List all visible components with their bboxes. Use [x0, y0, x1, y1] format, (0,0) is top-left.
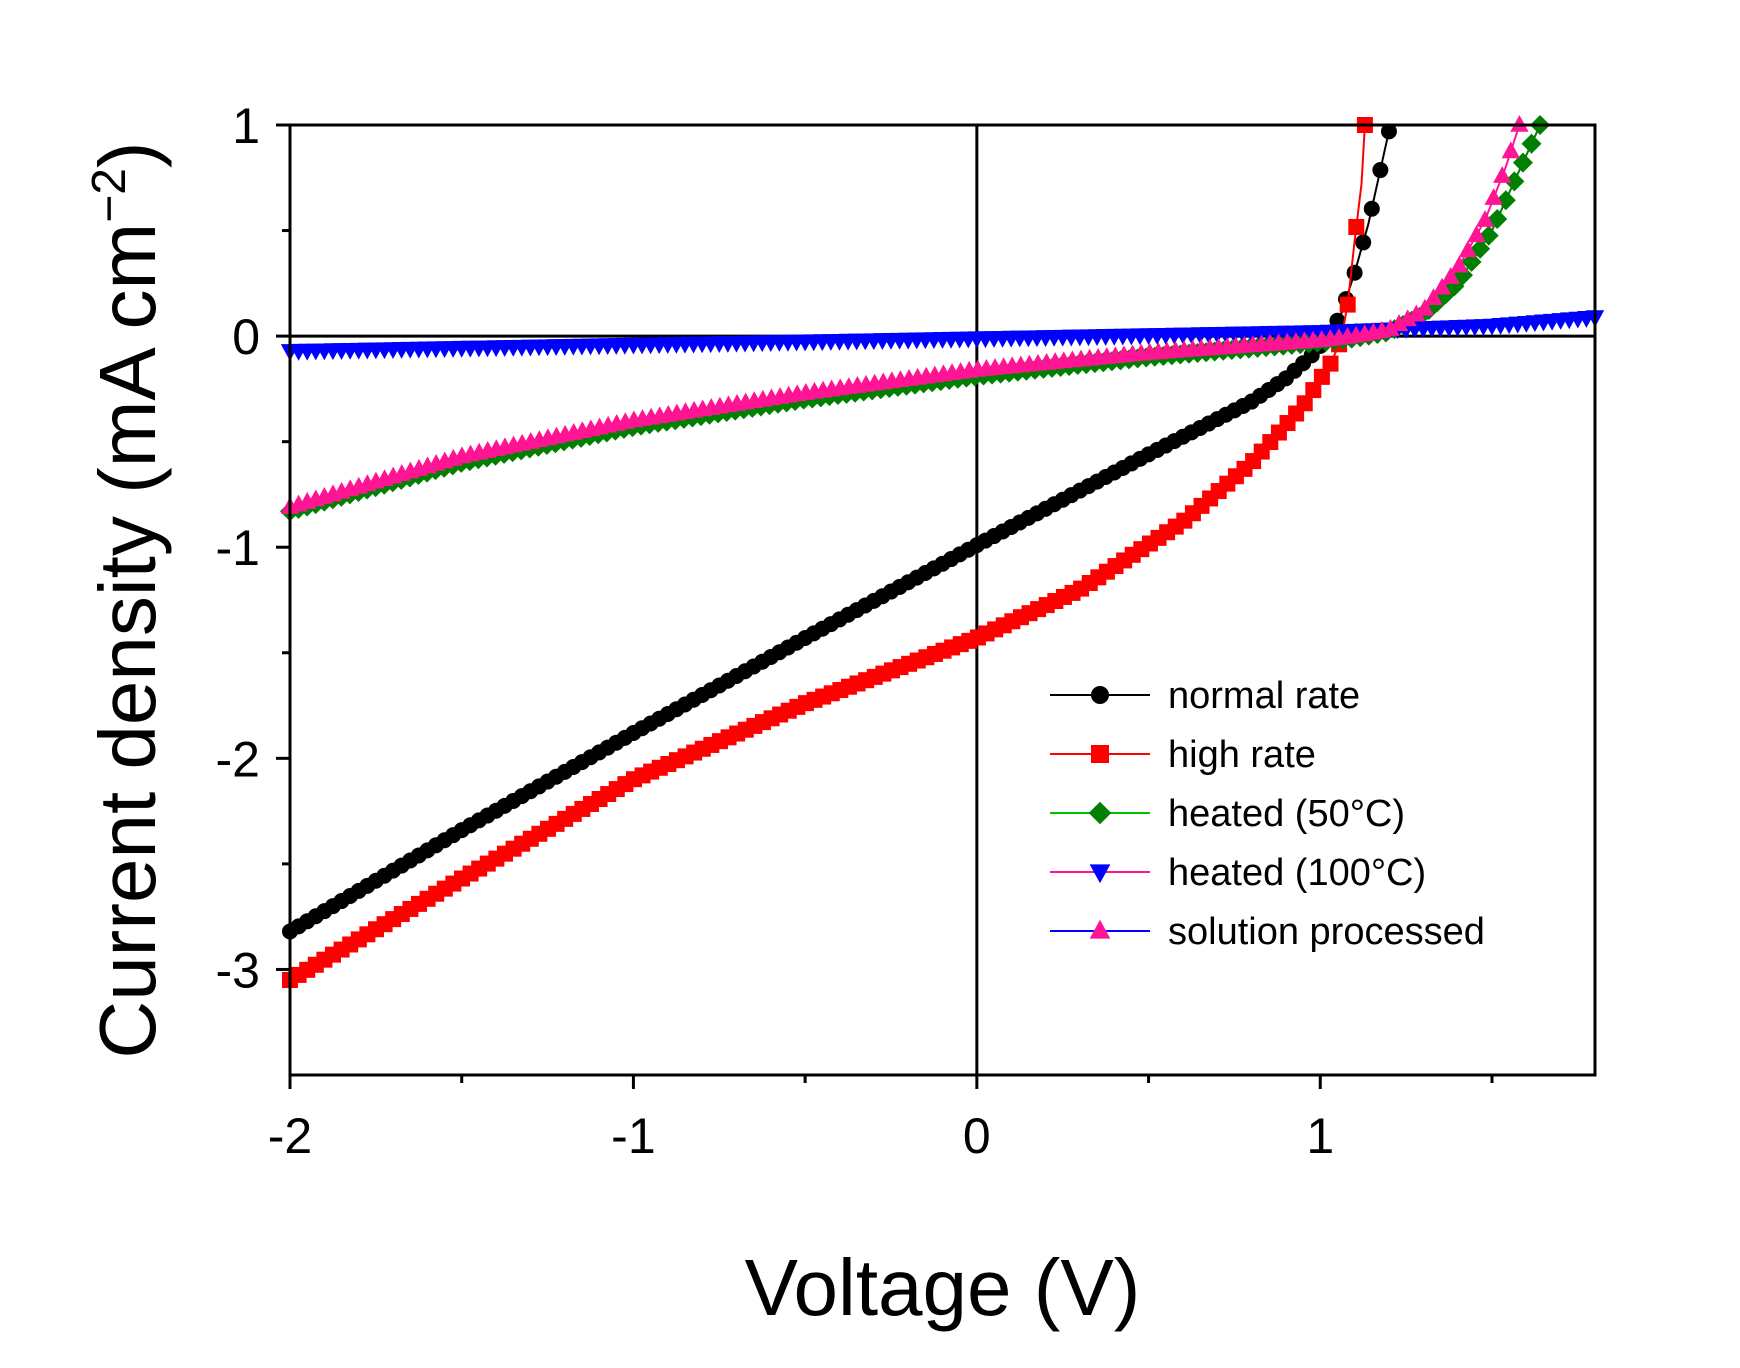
- y-tick-label: -3: [216, 942, 260, 998]
- legend-marker: [1091, 745, 1109, 763]
- legend-label: heated (50°C): [1168, 793, 1405, 835]
- series-1: [282, 117, 1373, 988]
- data-point: [1398, 309, 1417, 327]
- data-point: [1501, 141, 1521, 159]
- y-axis-title-main: Current density (mA cm: [83, 223, 172, 1059]
- data-point: [1313, 368, 1330, 385]
- series-4: [280, 115, 1529, 514]
- legend-item: heated (100°C): [1050, 852, 1426, 894]
- data-point: [1441, 267, 1460, 284]
- x-axis-title: Voltage (V): [745, 1243, 1141, 1332]
- legend-marker: [1088, 801, 1112, 825]
- data-point: [1504, 171, 1525, 192]
- y-tick-label: -2: [216, 731, 260, 787]
- data-point: [1415, 298, 1435, 316]
- y-tick-label: 0: [232, 309, 260, 365]
- frame-layer: [288, 123, 1597, 1077]
- x-tick-label: -1: [611, 1108, 655, 1164]
- data-point: [1363, 200, 1380, 217]
- legend-item: normal rate: [1050, 675, 1360, 717]
- y-axis-title-close: ): [83, 141, 172, 168]
- data-point: [1493, 166, 1512, 183]
- data-point: [1424, 288, 1443, 306]
- legend-marker: [1091, 686, 1109, 704]
- legend-marker: [1089, 919, 1111, 939]
- x-tick-label: 0: [963, 1108, 991, 1164]
- data-point: [1461, 251, 1482, 272]
- y-axis-title: Current density (mA cm−2): [83, 141, 172, 1058]
- legend-item: heated (50°C): [1050, 793, 1405, 835]
- ticks-layer: -2 -1 0 1 -3 -2 -1 0 1: [216, 98, 1494, 1164]
- data-point: [1475, 210, 1495, 227]
- data-point: [1495, 190, 1516, 211]
- legend-item: high rate: [1050, 734, 1316, 776]
- series-layer: [280, 115, 1605, 988]
- legend-label: heated (100°C): [1168, 852, 1426, 894]
- data-point: [1305, 382, 1322, 399]
- x-tick-label: 1: [1306, 1108, 1334, 1164]
- data-point: [1380, 123, 1397, 140]
- data-point: [1510, 115, 1529, 132]
- plot-frame: [288, 123, 1597, 1077]
- y-tick-label: 1: [232, 98, 260, 154]
- data-point: [1484, 188, 1503, 205]
- series-0: [282, 123, 1397, 940]
- data-point: [1296, 395, 1313, 412]
- legend-item: solution processed: [1050, 911, 1485, 953]
- data-point: [1346, 264, 1363, 281]
- y-axis-title-sup: −2: [83, 168, 136, 223]
- data-point: [1372, 162, 1389, 179]
- legend-label: solution processed: [1168, 911, 1485, 953]
- data-point: [1521, 133, 1542, 154]
- legend-marker: [1089, 864, 1111, 884]
- data-point: [1355, 234, 1372, 251]
- data-point: [1467, 225, 1486, 243]
- data-point: [1381, 318, 1400, 336]
- data-point: [1339, 296, 1356, 313]
- data-point: [1348, 218, 1365, 235]
- data-point: [1407, 304, 1426, 322]
- x-tick-label: -2: [268, 1108, 312, 1164]
- legend-label: high rate: [1168, 734, 1316, 776]
- legend-label: normal rate: [1168, 675, 1360, 717]
- legend: normal rate high rate heated (50°C) heated …: [1050, 675, 1485, 953]
- data-point: [1450, 255, 1469, 273]
- data-point: [1458, 240, 1478, 258]
- data-point: [1322, 355, 1339, 372]
- data-point: [1389, 314, 1409, 331]
- data-point: [1432, 277, 1452, 295]
- y-tick-label: -1: [216, 520, 260, 576]
